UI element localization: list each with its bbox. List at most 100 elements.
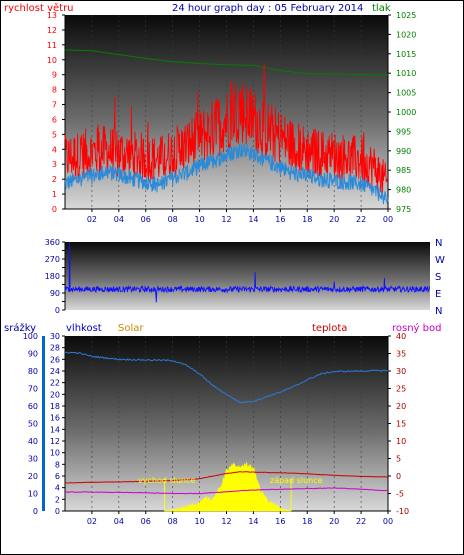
wind-speed-tick-label: 6 <box>52 115 57 124</box>
wind-speed-tick-label: 3 <box>52 160 57 169</box>
solar-label: Solar <box>118 323 144 334</box>
wind-speed-tick-label: 7 <box>52 101 57 110</box>
humidity-tick-label: 30 <box>50 332 60 341</box>
wind-time-tick-label: 08 <box>168 215 178 224</box>
compass-label: N <box>435 306 442 317</box>
precip-tick-label: 40 <box>28 437 38 446</box>
direction-tick-label: 90 <box>50 289 60 298</box>
direction-line <box>64 241 431 303</box>
temperature-tick-label: -5 <box>396 490 404 499</box>
pressure-tick-label: 1000 <box>396 108 416 117</box>
humidity-tick-label: 10 <box>50 449 60 458</box>
humidity-tick-label: 22 <box>50 379 60 388</box>
wind-gust-line <box>64 62 389 194</box>
wind-time-axis: 02 04 06 08 10 12 14 16 18 20 22 00 <box>65 208 393 224</box>
humidity-tick-label: 20 <box>50 390 60 399</box>
dewpoint-label: rosný bod <box>392 322 441 334</box>
climate-time-tick-label: 10 <box>194 517 204 526</box>
pressure-tick-label: 1010 <box>396 69 416 78</box>
direction-degree-axis: 0 90 180 270 360 <box>45 238 66 315</box>
wind-speed-tick-label: 8 <box>52 86 57 95</box>
climate-time-tick-label: 14 <box>248 517 258 526</box>
precip-axis: 0 10 20 30 40 50 60 70 80 90 100 <box>23 332 45 516</box>
pressure-axis: 975 980 985 990 995 1000 1005 1010 1015 1020 1025 <box>387 11 416 214</box>
precip-tick-label: 30 <box>28 455 38 464</box>
climate-time-tick-label: 18 <box>302 517 312 526</box>
precip-tick-label: 50 <box>28 420 38 429</box>
humidity-label: vlhkost <box>66 323 102 334</box>
humidity-tick-label: 14 <box>50 425 60 434</box>
humidity-tick-label: 16 <box>50 414 60 423</box>
humidity-tick-label: 24 <box>50 367 60 376</box>
pressure-tick-label: 1025 <box>396 11 416 20</box>
humidity-tick-label: 12 <box>50 437 60 446</box>
humidity-line <box>64 351 389 404</box>
compass-label: W <box>435 255 445 266</box>
pressure-tick-label: 1020 <box>396 30 416 39</box>
precip-tick-label: 90 <box>28 350 38 359</box>
wind-speed-tick-label: 9 <box>52 71 57 80</box>
precip-tick-label: 0 <box>33 507 38 516</box>
wind-time-tick-label: 20 <box>329 215 339 224</box>
pressure-tick-label: 980 <box>396 186 411 195</box>
wind-time-tick-label: 06 <box>141 215 151 224</box>
climate-time-tick-label: 04 <box>114 517 124 526</box>
wind-time-tick-label: 00 <box>383 215 393 224</box>
precip-tick-label: 80 <box>28 367 38 376</box>
temperature-line <box>64 471 389 484</box>
pressure-tick-label: 995 <box>396 127 411 136</box>
precip-label: srážky <box>4 322 36 334</box>
pressure-line <box>64 49 388 76</box>
wind-speed-tick-label: 1 <box>52 190 57 199</box>
climate-time-tick-label: 02 <box>87 517 97 526</box>
temperature-tick-label: 0 <box>396 472 401 481</box>
wind-series <box>64 49 389 205</box>
direction-panel-bg <box>65 242 430 310</box>
pressure-tick-label: 990 <box>396 147 411 156</box>
temperature-axis: -10 -5 0 5 10 15 20 25 30 35 40 <box>387 332 409 516</box>
precip-axis-bar <box>42 336 45 511</box>
direction-tick-label: 0 <box>55 306 60 315</box>
temperature-tick-label: 35 <box>396 350 406 359</box>
wind-speed-tick-label: 11 <box>47 41 57 50</box>
wind-speed-tick-label: 10 <box>47 56 57 65</box>
direction-tick-label: 360 <box>45 238 60 247</box>
direction-series <box>64 241 431 303</box>
sunset-annotation: západ slunce <box>270 476 323 485</box>
climate-series <box>64 351 389 512</box>
solar-area <box>164 461 292 512</box>
sunrise-annotation: východ slunce <box>138 476 195 485</box>
wind-time-tick-label: 04 <box>114 215 124 224</box>
precip-tick-label: 10 <box>28 490 38 499</box>
wind-speed-tick-label: 2 <box>52 175 57 184</box>
wind-speed-tick-label: 12 <box>47 26 57 35</box>
wind-time-tick-label: 16 <box>275 215 285 224</box>
humidity-tick-label: 6 <box>55 472 60 481</box>
compass-label: E <box>435 289 441 300</box>
pressure-tick-label: 985 <box>396 166 411 175</box>
temperature-tick-label: -10 <box>396 507 409 516</box>
dewpoint-line <box>65 487 389 495</box>
humidity-tick-label: 26 <box>50 355 60 364</box>
precip-tick-label: 100 <box>23 332 38 341</box>
wind-average-line <box>64 143 389 205</box>
temperature-tick-label: 40 <box>396 332 406 341</box>
climate-time-tick-label: 16 <box>275 517 285 526</box>
pressure-tick-label: 1005 <box>396 89 416 98</box>
humidity-tick-label: 8 <box>55 460 60 469</box>
temperature-tick-label: 20 <box>396 402 406 411</box>
wind-speed-tick-label: 0 <box>52 205 57 214</box>
direction-tick-label: 270 <box>45 255 60 264</box>
wind-time-tick-label: 18 <box>302 215 312 224</box>
graph-title: 24 hour graph day : 05 February 2014 <box>172 3 363 14</box>
pressure-label: tlak <box>372 3 391 14</box>
pressure-tick-label: 975 <box>396 205 411 214</box>
humidity-tick-label: 18 <box>50 402 60 411</box>
temperature-tick-label: 10 <box>396 437 406 446</box>
wind-speed-tick-label: 5 <box>52 130 57 139</box>
climate-time-tick-label: 08 <box>168 517 178 526</box>
humidity-tick-label: 4 <box>55 484 60 493</box>
